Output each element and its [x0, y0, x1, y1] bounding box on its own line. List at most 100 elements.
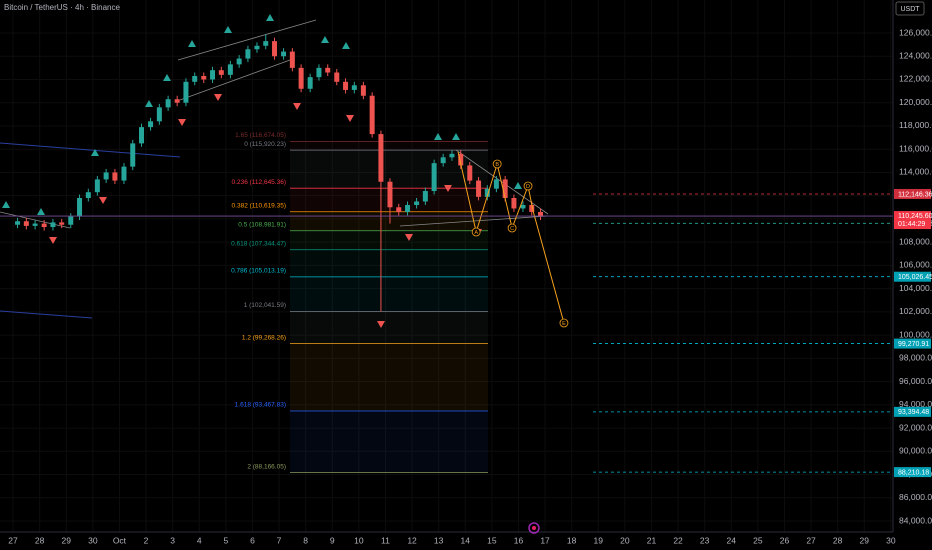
x-tick-label: 2	[144, 535, 149, 545]
fib-label: 0.786 (105,013.19)	[231, 268, 286, 275]
sell-signal	[293, 103, 301, 110]
candle-body	[112, 172, 118, 181]
x-tick-label: 29	[62, 535, 72, 545]
candle-body	[458, 153, 464, 166]
fib-label: 2 (88,166.05)	[247, 463, 286, 470]
y-tick-label: 124,000.00	[899, 50, 932, 60]
x-tick-label: 20	[620, 535, 630, 545]
y-tick-label: 84,000.00	[899, 515, 932, 525]
x-tick-label: 25	[753, 535, 763, 545]
x-tick-label: 15	[487, 535, 497, 545]
candle-body	[59, 222, 65, 225]
x-tick-label: 13	[434, 535, 444, 545]
candle-body	[263, 41, 269, 46]
candle-body	[201, 75, 207, 80]
event-icon-dot	[532, 526, 536, 530]
candle-body	[174, 99, 180, 103]
candle-body	[130, 143, 136, 167]
fib-band	[290, 411, 488, 473]
fib-label: 1.65 (116,674.05)	[235, 132, 286, 139]
fib-label: 0.382 (110,619.35)	[232, 202, 286, 209]
fib-band	[290, 230, 488, 250]
wave-label: A	[474, 230, 478, 236]
x-tick-label: 18	[567, 535, 577, 545]
sell-signal	[444, 185, 452, 192]
candle-body	[307, 77, 313, 89]
fib-band	[290, 276, 488, 312]
y-tick-label: 92,000.00	[899, 422, 932, 432]
wave-label: E	[562, 321, 566, 327]
trend-line	[0, 142, 181, 158]
y-tick-label: 116,000.00	[899, 143, 932, 153]
candle-body	[298, 67, 304, 89]
candle-body	[502, 179, 508, 199]
x-tick-label: Oct	[113, 535, 127, 545]
signals	[2, 14, 522, 328]
channel-line	[177, 19, 317, 61]
buy-signal	[321, 36, 329, 43]
y-tick-label: 100,000.00	[899, 329, 932, 339]
x-tick-label: 24	[727, 535, 737, 545]
x-tick-label: 29	[860, 535, 870, 545]
candle-body	[227, 64, 233, 75]
fib-label: 0 (115,920.23)	[244, 141, 286, 148]
buy-signal	[452, 133, 460, 140]
y-tick-label: 122,000.00	[899, 74, 932, 84]
price-tag-label: 88,210.18	[898, 469, 929, 476]
candle-body	[405, 204, 411, 212]
channel-line	[179, 59, 291, 101]
buy-signal	[37, 208, 45, 215]
x-tick-label: 7	[277, 535, 282, 545]
y-tick-label: 108,000.00	[899, 236, 932, 246]
price-tag-label: 112,146.36	[898, 191, 932, 198]
x-tick-label: 3	[170, 535, 175, 545]
candle-body	[378, 134, 384, 182]
sell-signal	[377, 321, 385, 328]
y-tick-label: 126,000.00	[899, 27, 932, 37]
candle-body	[440, 157, 446, 164]
candle-body	[148, 121, 154, 128]
x-tick-label: 17	[540, 535, 550, 545]
candle-body	[192, 75, 198, 82]
candle-body	[94, 179, 100, 193]
x-tick-label: 16	[514, 535, 524, 545]
candle-body	[316, 67, 322, 78]
x-tick-label: 28	[35, 535, 45, 545]
price-tag	[894, 188, 931, 199]
y-tick-label: 120,000.00	[899, 97, 932, 107]
candle-body	[156, 107, 162, 122]
y-tick-label: 118,000.00	[899, 120, 932, 130]
x-tick-label: 27	[8, 535, 18, 545]
triangle-line	[455, 149, 549, 215]
candle-body	[236, 58, 242, 65]
x-tick-label: 11	[381, 535, 390, 545]
buy-signal	[145, 100, 153, 107]
price-tag	[894, 467, 931, 478]
candle-body	[369, 95, 375, 135]
candle-body	[23, 221, 29, 226]
wave-label: B	[495, 162, 499, 168]
candle-body	[121, 166, 127, 181]
candle-body	[77, 198, 83, 217]
currency-label[interactable]: USDT	[900, 6, 920, 13]
x-tick-label: 8	[303, 535, 308, 545]
chart-title: Bitcoin / TetherUS · 4h · Binance	[4, 3, 120, 12]
currency-button[interactable]	[895, 1, 925, 16]
x-tick-label: 12	[407, 535, 417, 545]
event-icon[interactable]	[528, 522, 540, 534]
candle-body	[254, 45, 260, 50]
candle-body	[165, 99, 171, 108]
price-tag	[894, 406, 931, 417]
x-tick-label: 28	[833, 535, 843, 545]
price-tag-label: 99,270.91	[898, 341, 929, 348]
x-tick-label: 30	[88, 535, 98, 545]
y-tick-label: 86,000.00	[899, 492, 932, 502]
fib-band	[290, 311, 488, 344]
buy-signal	[91, 149, 99, 156]
candle-body	[431, 163, 437, 192]
elliott-wave: A B C D E	[457, 151, 569, 328]
candle-body	[85, 192, 91, 199]
price-tag	[894, 271, 931, 282]
